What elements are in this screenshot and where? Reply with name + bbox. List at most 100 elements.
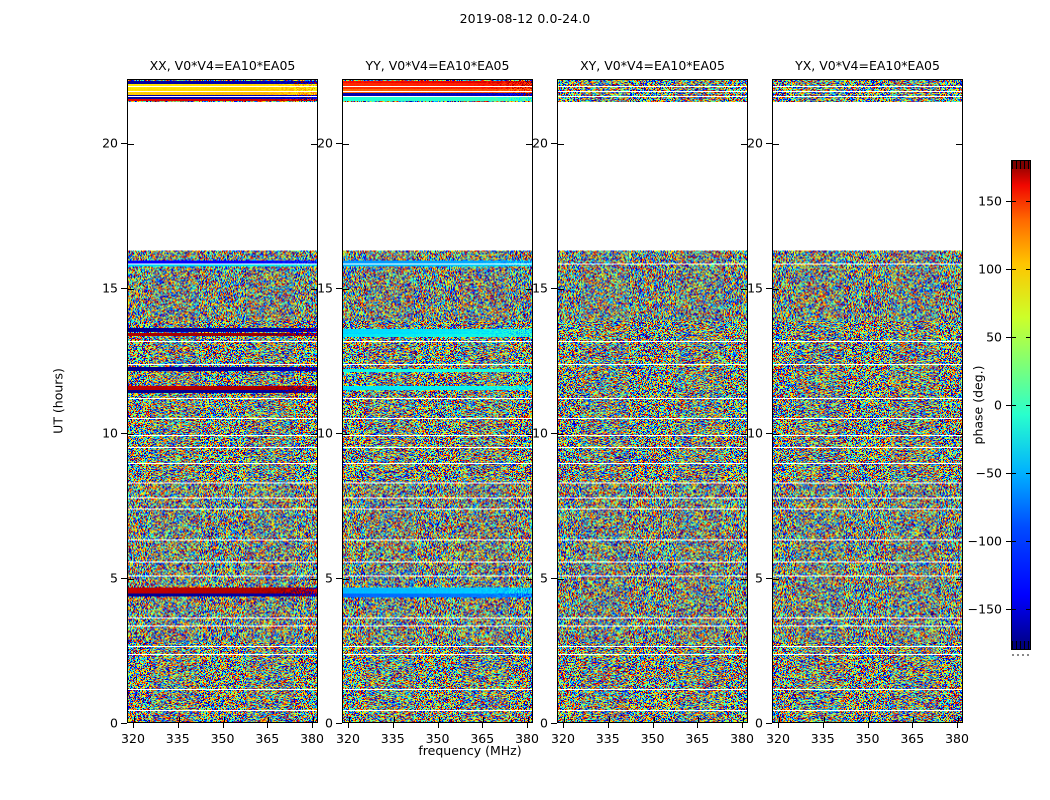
- x-tick-mark: [562, 723, 564, 728]
- x-tick-mark: [392, 723, 394, 728]
- x-tick-label: 380: [300, 731, 324, 746]
- x-tick-label: 335: [595, 731, 620, 746]
- x-tick-label: 320: [336, 731, 360, 746]
- y-tick-mark: [551, 142, 557, 144]
- colorbar-tick-label: −50: [975, 465, 1002, 481]
- y-tick-mark: [121, 287, 127, 289]
- y-tick-mark: [121, 432, 127, 434]
- y-tick-mark: [766, 432, 772, 434]
- panel-title-xx: XX, V0*V4=EA10*EA05: [149, 58, 296, 73]
- y-tick-label: 5: [325, 570, 333, 586]
- y-tick-label: 0: [325, 715, 333, 731]
- y-tick-label: 20: [102, 135, 118, 151]
- y-tick-mark: [336, 432, 342, 434]
- x-tick-mark: [177, 723, 179, 728]
- x-tick-mark: [527, 723, 529, 728]
- y-tick-mark-right: [526, 288, 532, 290]
- y-tick-mark-right: [956, 433, 962, 435]
- y-tick-mark: [551, 432, 557, 434]
- heatmap-image-yx: [773, 80, 962, 722]
- y-tick-label: 5: [110, 570, 118, 586]
- y-tick-label: 0: [110, 715, 118, 731]
- y-tick-mark-inner: [343, 433, 349, 435]
- colorbar-tick-mark: [1006, 336, 1011, 338]
- x-tick-label: 380: [730, 731, 754, 746]
- colorbar-tick-label: 150: [978, 193, 1002, 209]
- colorbar-tick-mark-right: [1026, 200, 1031, 202]
- y-tick-mark: [551, 723, 557, 724]
- heatmap-image-xy: [558, 80, 747, 722]
- y-tick-label: 5: [755, 570, 763, 586]
- y-tick-mark: [766, 723, 772, 724]
- y-tick-mark: [121, 577, 127, 579]
- axes-xy[interactable]: [557, 79, 748, 723]
- panel-yy[interactable]: YY, V0*V4=EA10*EA05 0 5 10 15 20 320 335 350 365…: [317, 58, 539, 746]
- panel-yx[interactable]: YX, V0*V4=EA10*EA05 0 5 10 15 20 320 335 350 365…: [747, 58, 969, 746]
- axes-xx[interactable]: [127, 79, 318, 723]
- y-axis-label: UT (hours): [50, 368, 66, 434]
- x-tick-label: 380: [945, 731, 969, 746]
- panel-xy[interactable]: XY, V0*V4=EA10*EA05 0 5 10 15 20 320 335 350 365…: [532, 58, 754, 746]
- x-tick-mark-inner: [913, 717, 915, 722]
- x-tick-mark: [607, 723, 609, 728]
- figure-title: 2019-08-12 0.0-24.0: [459, 11, 591, 26]
- colorbar[interactable]: 150 100 50 0 −50 −100 −150: [968, 160, 1031, 650]
- panel-title-yy: YY, V0*V4=EA10*EA05: [365, 58, 510, 73]
- y-tick-mark-inner: [773, 578, 779, 580]
- x-tick-label: 365: [470, 731, 495, 746]
- y-tick-mark-inner: [128, 143, 134, 145]
- y-tick-mark-inner: [773, 288, 779, 290]
- colorbar-tick-mark: [1006, 609, 1011, 611]
- y-tick-label: 0: [755, 715, 763, 731]
- x-tick-mark: [697, 723, 699, 728]
- y-tick-mark-right: [741, 433, 747, 435]
- x-tick-label: 350: [210, 731, 235, 746]
- x-tick-mark-inner: [313, 717, 315, 722]
- colorbar-tick-label: 0: [994, 397, 1002, 413]
- colorbar-tick-mark-inner: [1011, 609, 1016, 611]
- y-tick-mark-inner: [558, 143, 564, 145]
- y-tick-mark-inner: [343, 578, 349, 580]
- x-tick-mark: [742, 723, 744, 728]
- x-tick-mark: [347, 723, 349, 728]
- colorbar-tick-mark-right: [1026, 405, 1031, 406]
- x-tick-mark-inner: [483, 717, 485, 722]
- y-tick-mark: [121, 723, 127, 724]
- x-tick-mark: [222, 723, 224, 728]
- x-tick-label: 350: [425, 731, 450, 746]
- colorbar-tick-mark-inner: [1011, 268, 1016, 270]
- x-tick-label: 335: [165, 731, 190, 746]
- y-tick-mark: [336, 723, 342, 724]
- axes-yy[interactable]: [342, 79, 533, 723]
- x-tick-mark: [912, 723, 914, 728]
- heatmap-image-xx: [128, 80, 317, 722]
- x-tick-label: 320: [121, 731, 145, 746]
- x-tick-mark: [482, 723, 484, 728]
- y-tick-label: 10: [317, 425, 333, 441]
- colorbar-tick-mark: [1006, 268, 1011, 270]
- panel-xx[interactable]: XX, V0*V4=EA10*EA05 0 5 10 15 20 320 335 350 365…: [102, 58, 324, 746]
- colorbar-tick-mark-inner: [1011, 336, 1016, 338]
- y-tick-mark-inner: [773, 143, 779, 145]
- x-tick-mark-inner: [743, 717, 745, 722]
- x-tick-mark-inner: [563, 717, 565, 722]
- x-tick-mark: [267, 723, 269, 728]
- y-tick-mark-right: [741, 578, 747, 580]
- y-tick-mark-inner: [343, 288, 349, 290]
- colorbar-tick-mark: [1006, 541, 1011, 543]
- heatmap-image-yy: [343, 80, 532, 722]
- x-tick-mark-inner: [698, 717, 700, 722]
- x-tick-mark: [437, 723, 439, 728]
- y-tick-label: 10: [532, 425, 548, 441]
- x-tick-mark: [132, 723, 134, 728]
- colorbar-tick-mark-inner: [1011, 541, 1016, 543]
- x-tick-label: 335: [380, 731, 405, 746]
- y-tick-mark-inner: [558, 578, 564, 580]
- y-tick-mark-inner: [773, 433, 779, 435]
- y-tick-mark-right: [526, 578, 532, 580]
- colorbar-tick-label: 50: [986, 329, 1002, 345]
- colorbar-tick-mark-right: [1026, 473, 1031, 475]
- y-tick-mark: [766, 142, 772, 144]
- x-tick-mark: [822, 723, 824, 728]
- axes-yx[interactable]: [772, 79, 963, 723]
